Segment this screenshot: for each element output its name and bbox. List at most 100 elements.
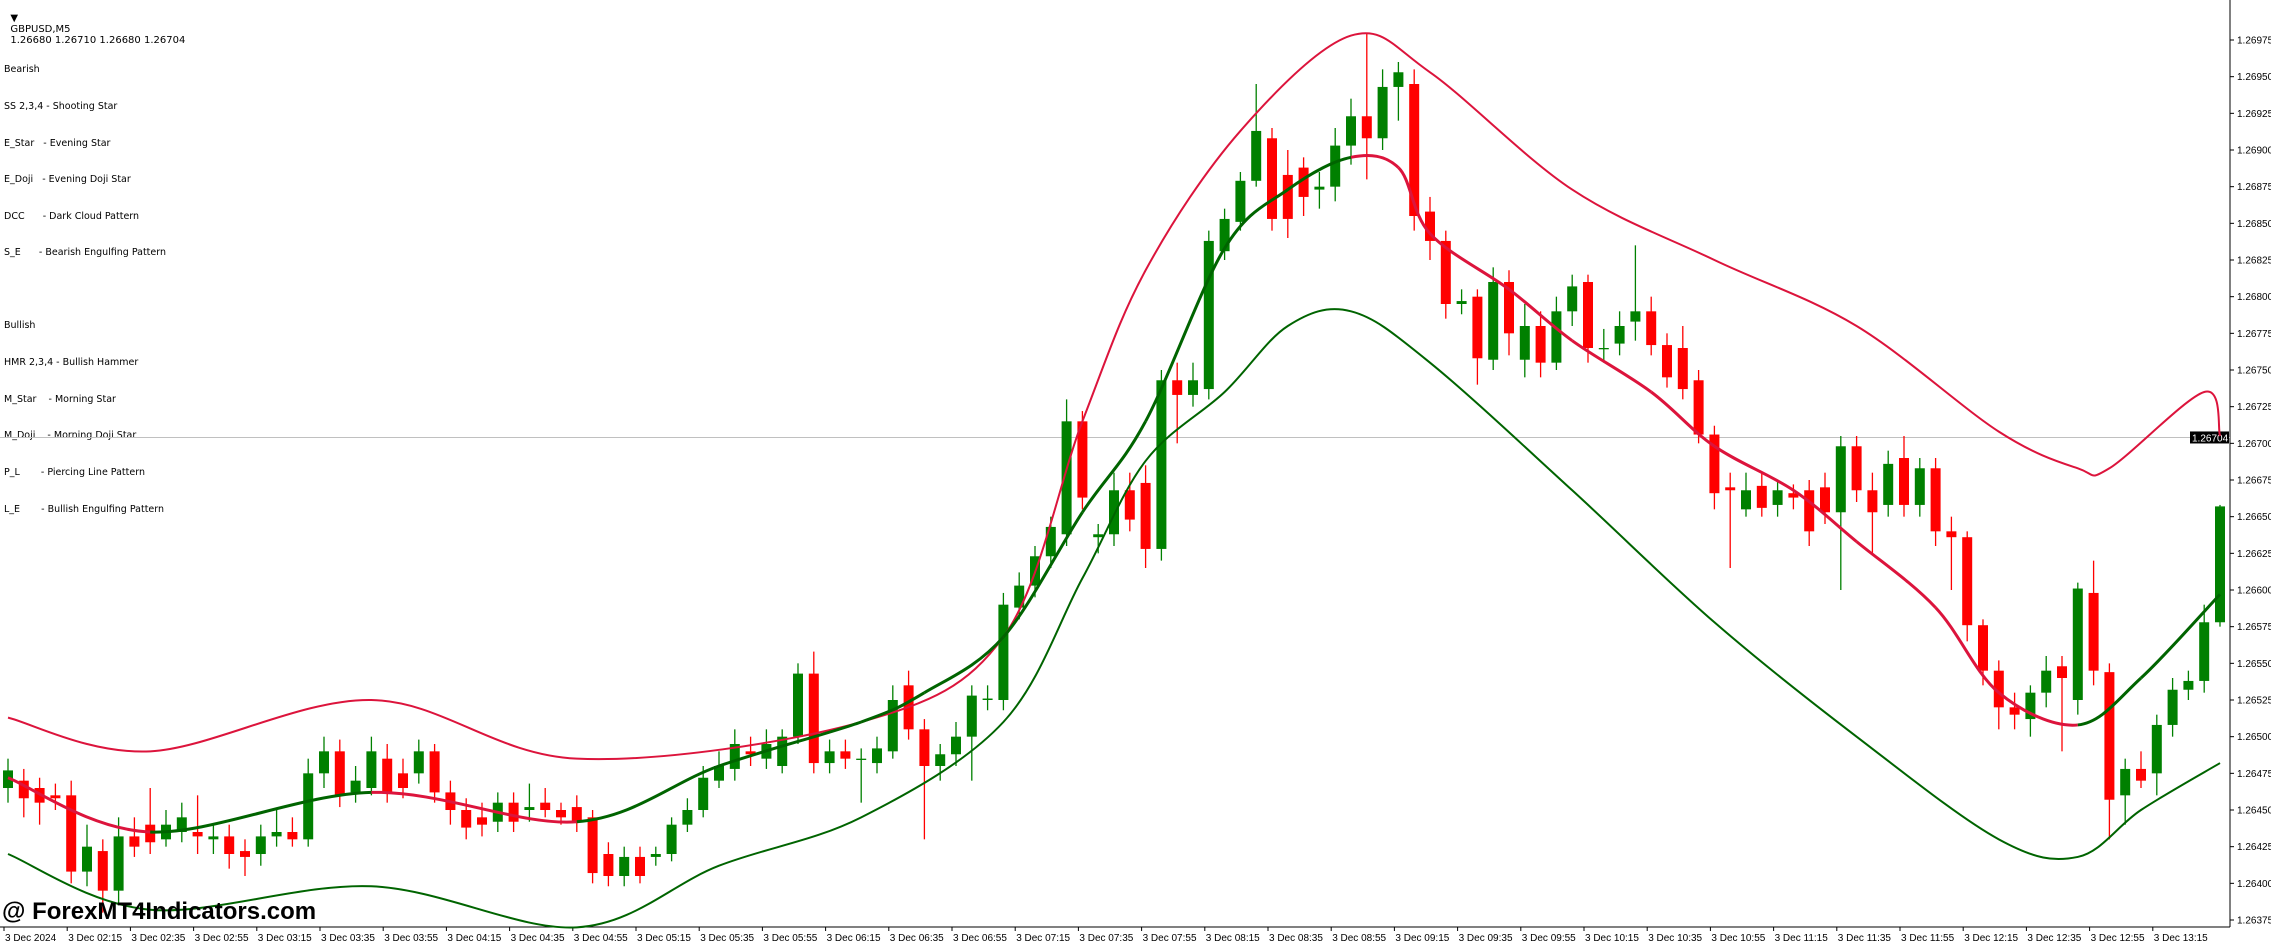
bearish-candle — [1662, 333, 1672, 388]
bearish-candle — [1140, 465, 1151, 569]
candle-body — [1298, 167, 1309, 197]
middle-band-segment — [1855, 540, 1937, 609]
x-tick-label: 3 Dec 06:55 — [953, 933, 1007, 944]
bearish-candle — [587, 810, 598, 884]
candle-body — [1835, 446, 1846, 513]
y-tick-label: 1.26650 — [2237, 512, 2271, 523]
bearish-candle — [1440, 230, 1451, 319]
candle-body — [714, 766, 724, 781]
bearish-candle — [66, 780, 77, 884]
y-tick-label: 1.26375 — [2237, 916, 2271, 927]
candle-body — [635, 856, 645, 877]
candle-body — [1867, 490, 1878, 513]
bearish-candle — [34, 777, 45, 825]
bearish-candle — [2136, 751, 2146, 789]
bearish-candle — [1851, 436, 1862, 503]
bearish-candle — [1709, 425, 1720, 510]
watermark: @ ForexMT4Indicators.com — [2, 898, 317, 925]
candle-body — [1804, 490, 1815, 532]
candle-body — [240, 851, 250, 857]
candle-body — [2104, 672, 2115, 800]
candle-body — [287, 832, 298, 840]
candle-body — [619, 856, 630, 877]
candle-body — [587, 817, 598, 874]
candle-body — [2167, 689, 2178, 725]
candle-body — [1677, 348, 1688, 390]
collapse-triangle-icon[interactable]: ▼ — [10, 13, 19, 24]
middle-band-segment — [2139, 593, 2222, 680]
candle-body — [97, 851, 108, 891]
candle-body — [729, 744, 740, 769]
bullish-candle — [350, 766, 361, 803]
bullish-item: M_Star - Morning Star — [4, 393, 116, 405]
x-tick-label: 3 Dec 02:55 — [195, 933, 249, 944]
candle-body — [1330, 145, 1341, 187]
candle-body — [524, 807, 535, 811]
middle-band-segment — [1650, 390, 1716, 448]
bullish-candle — [271, 810, 282, 847]
candle-body — [1440, 240, 1451, 305]
bearish-candle — [1535, 311, 1546, 378]
bullish-candle — [998, 592, 1009, 711]
x-tick-label: 3 Dec 09:15 — [1395, 933, 1449, 944]
candle-body — [461, 810, 472, 828]
candle-body — [113, 836, 124, 891]
candle-body — [208, 836, 219, 840]
x-tick-label: 3 Dec 03:55 — [384, 933, 438, 944]
middle-band-segment — [923, 635, 1005, 694]
bearish-candle — [1930, 458, 1941, 547]
candle-body — [793, 673, 803, 737]
candle-body — [1045, 526, 1056, 557]
x-tick-label: 3 Dec 08:15 — [1206, 933, 1260, 944]
candle-body — [334, 751, 345, 796]
bearish-item: E_Doji - Evening Doji Star — [4, 174, 131, 186]
candle-body — [1725, 487, 1736, 491]
y-tick-label: 1.26900 — [2237, 146, 2271, 157]
candle-body — [856, 758, 867, 760]
bearish-candle — [571, 795, 582, 833]
candle-body — [1093, 534, 1104, 538]
middle-band-segment — [1002, 511, 1084, 638]
candle-body — [2136, 768, 2146, 781]
y-tick-label: 1.26800 — [2237, 292, 2271, 303]
candle-body — [1993, 670, 2004, 708]
candle-body — [998, 604, 1009, 701]
candle-body — [2057, 666, 2067, 679]
bullish-candle — [2041, 656, 2052, 708]
bullish-candle — [1109, 472, 1119, 547]
bearish-item: E_Star - Evening Star — [4, 137, 111, 149]
candle-body — [777, 736, 788, 767]
y-tick-label: 1.26600 — [2237, 586, 2271, 597]
middle-band-segment — [1397, 166, 1432, 235]
candle-body — [2215, 506, 2225, 623]
candle-body — [303, 773, 314, 840]
x-tick-label: 3 Dec 2024 — [5, 933, 57, 944]
bearish-candle — [240, 839, 250, 877]
x-tick-label: 3 Dec 10:55 — [1711, 933, 1765, 944]
middle-band-segment — [1934, 606, 2000, 694]
bullish-candle — [161, 810, 171, 847]
candle-body — [366, 751, 377, 789]
bearish-item: DCC - Dark Cloud Pattern — [4, 210, 140, 222]
candle-body — [919, 729, 930, 767]
x-tick-label: 3 Dec 05:35 — [700, 933, 754, 944]
bearish-candle — [1677, 326, 1688, 400]
bearish-candle — [1583, 274, 1593, 363]
candle-body — [1930, 468, 1941, 532]
candle-body — [1662, 345, 1672, 378]
bearish-candle — [1946, 516, 1957, 591]
bearish-candle — [1282, 150, 1293, 239]
candle-body — [698, 777, 709, 811]
y-tick-label: 1.26750 — [2237, 366, 2271, 377]
candle-body — [840, 751, 851, 759]
bullish-candle — [1772, 480, 1783, 517]
bearish-candle — [1867, 472, 1878, 554]
bearish-candle — [1267, 128, 1277, 231]
bearish-candle — [50, 783, 61, 811]
y-tick-label: 1.26575 — [2237, 622, 2271, 633]
bullish-candle — [1835, 436, 1846, 591]
candle-body — [2183, 680, 2194, 690]
bearish-title: Bearish — [4, 64, 40, 76]
candle-body — [1314, 186, 1325, 190]
